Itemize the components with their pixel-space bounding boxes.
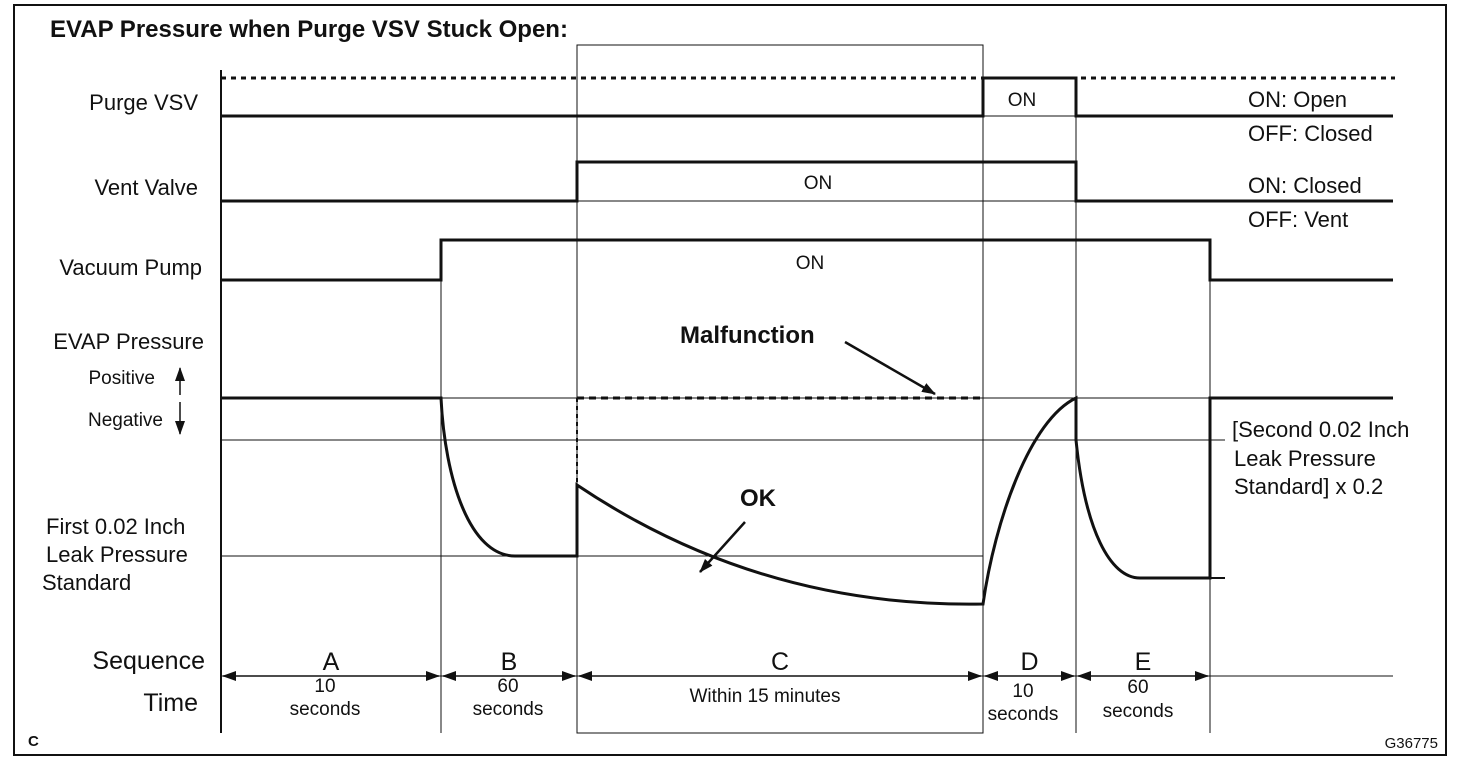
state-label: ON xyxy=(804,173,833,194)
pressure-label: EVAP Pressure xyxy=(53,329,204,354)
standard-label: First 0.02 Inch xyxy=(46,514,185,539)
signal-label: Vacuum Pump xyxy=(59,255,202,280)
phase-time: 60 xyxy=(497,676,518,697)
standard-label: Leak Pressure xyxy=(1234,446,1376,471)
malfunction-label: Malfunction xyxy=(680,322,815,349)
signal-label: Purge VSV xyxy=(89,90,198,115)
ok-label: OK xyxy=(740,485,777,512)
negative-label: Negative xyxy=(88,410,163,431)
phase-time: seconds xyxy=(473,699,544,720)
purge-vsv-signal xyxy=(221,76,1393,118)
phase-time: 10 xyxy=(314,676,335,697)
phase-time: 10 xyxy=(1012,681,1033,702)
phase-time: seconds xyxy=(290,699,361,720)
phase-c-box xyxy=(576,44,984,734)
callout-arrow xyxy=(699,521,746,573)
corner-label: C xyxy=(28,733,39,750)
phase-name: D xyxy=(1020,648,1038,676)
phase-name: E xyxy=(1135,648,1152,676)
positive-label: Positive xyxy=(88,368,155,389)
state-label: ON xyxy=(796,253,825,274)
legend: ON: Open xyxy=(1248,87,1347,112)
state-label: ON xyxy=(1008,90,1037,111)
phase-name: C xyxy=(771,648,789,676)
evap-pressure-trace xyxy=(221,395,1393,606)
figure-id: G36775 xyxy=(1385,735,1438,752)
legend: ON: Closed xyxy=(1248,173,1362,198)
phase-time: seconds xyxy=(988,704,1059,725)
diagram-shapes xyxy=(13,4,1447,756)
legend: OFF: Closed xyxy=(1248,121,1373,146)
phase-time: 60 xyxy=(1127,677,1148,698)
frame xyxy=(13,4,1447,756)
signal-label: Vent Valve xyxy=(94,175,198,200)
vent-valve-signal xyxy=(221,160,1393,203)
standard-label: Leak Pressure xyxy=(46,542,188,567)
phase-name: A xyxy=(323,648,340,676)
legend: OFF: Vent xyxy=(1248,207,1348,232)
callout-arrow xyxy=(844,340,936,396)
vacuum-pump-signal xyxy=(221,238,1393,282)
title: EVAP Pressure when Purge VSV Stuck Open: xyxy=(50,16,568,43)
standard-label: Standard xyxy=(42,570,131,595)
phase-name: B xyxy=(501,648,518,676)
phase-time: Within 15 minutes xyxy=(689,686,840,707)
standard-label: Standard] x 0.2 xyxy=(1234,474,1383,499)
sequence-label: Sequence xyxy=(92,647,205,675)
phase-time: seconds xyxy=(1103,701,1174,722)
standard-label: [Second 0.02 Inch xyxy=(1232,417,1409,442)
time-label: Time xyxy=(143,689,198,717)
